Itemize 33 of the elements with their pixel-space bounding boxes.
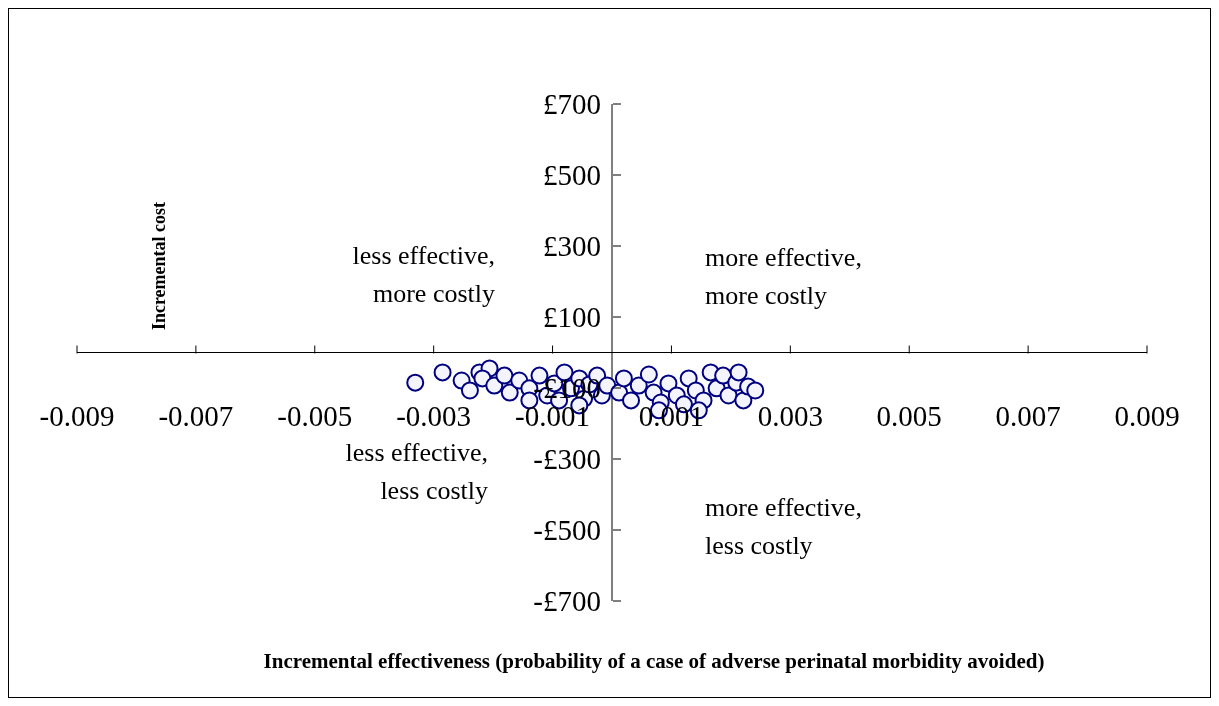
x-tick-label: 0.009 — [1114, 399, 1180, 432]
x-tick-label: 0.005 — [876, 399, 942, 432]
point — [460, 381, 479, 400]
point — [729, 363, 748, 382]
x-tick-label: -0.005 — [277, 399, 353, 432]
point — [433, 363, 452, 382]
annotation: less effective, more costly — [352, 241, 495, 308]
y-tick-label: -£500 — [533, 514, 601, 546]
y-axis-title: Incremental cost — [149, 201, 169, 331]
x-axis-title: Incremental effectiveness (probability of a case of adverse perinatal morbidity avoided) — [262, 649, 1046, 674]
annotation: less effective, less costly — [345, 438, 488, 505]
y-tick-label: -£700 — [533, 585, 601, 617]
y-tick-label: £100 — [543, 301, 601, 333]
y-tick-label: -£300 — [533, 443, 601, 475]
point — [406, 373, 425, 392]
point — [746, 381, 765, 400]
x-tick-label: -0.003 — [396, 399, 472, 432]
y-tick-label: £300 — [543, 230, 601, 262]
annotation: more effective, more costly — [705, 243, 862, 310]
y-tick-label: £700 — [543, 88, 601, 120]
annotation: more effective, less costly — [705, 493, 862, 560]
x-tick-label: -0.007 — [158, 399, 234, 432]
x-tick-label: -0.009 — [39, 399, 115, 432]
x-tick-label: 0.003 — [757, 399, 823, 432]
x-tick-label: -0.001 — [515, 399, 591, 432]
point — [614, 369, 633, 388]
x-tick-label: 0.007 — [995, 399, 1061, 432]
point — [500, 383, 519, 402]
y-tick-label: £500 — [543, 159, 601, 191]
point — [639, 365, 658, 384]
point — [659, 374, 678, 393]
point — [622, 391, 641, 410]
point — [495, 366, 514, 385]
